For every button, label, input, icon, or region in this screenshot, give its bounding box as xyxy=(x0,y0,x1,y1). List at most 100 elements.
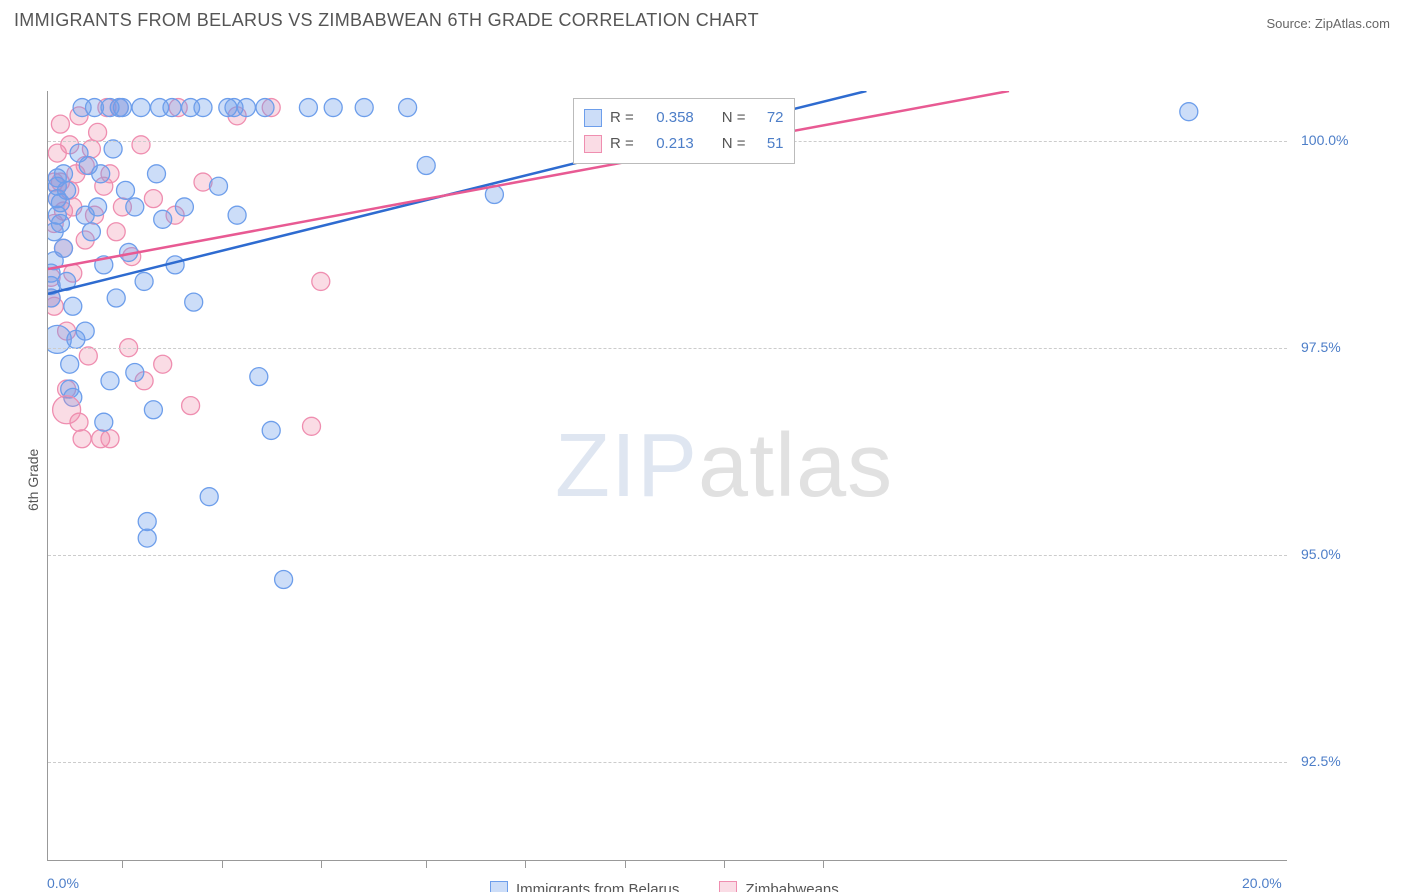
legend-swatch xyxy=(584,109,602,127)
data-point xyxy=(51,115,69,133)
x-minor-tick xyxy=(724,860,725,868)
data-point xyxy=(55,165,73,183)
source-name: ZipAtlas.com xyxy=(1315,16,1390,31)
y-tick-label: 97.5% xyxy=(1301,339,1341,355)
data-point xyxy=(51,214,69,232)
stats-row: R = 0.358 N = 72 xyxy=(584,105,784,131)
data-point xyxy=(126,364,144,382)
data-point xyxy=(95,413,113,431)
n-value: 72 xyxy=(754,105,784,131)
legend-swatch xyxy=(584,135,602,153)
data-point xyxy=(1180,103,1198,121)
data-point xyxy=(126,198,144,216)
data-point-large xyxy=(53,396,81,424)
r-value: 0.358 xyxy=(642,105,694,131)
gridline xyxy=(48,555,1287,556)
n-value: 51 xyxy=(754,131,784,157)
data-point xyxy=(256,99,274,117)
data-point xyxy=(163,99,181,117)
source-attribution: Source: ZipAtlas.com xyxy=(1266,16,1390,31)
n-label: N = xyxy=(722,105,746,131)
data-point xyxy=(117,181,135,199)
data-point xyxy=(299,99,317,117)
legend-label: Zimbabweans xyxy=(745,881,838,892)
data-point xyxy=(55,239,73,257)
data-point xyxy=(89,123,107,141)
data-point xyxy=(64,297,82,315)
data-point xyxy=(113,99,131,117)
x-minor-tick xyxy=(525,860,526,868)
x-minor-tick xyxy=(625,860,626,868)
data-point xyxy=(73,430,91,448)
x-minor-tick xyxy=(321,860,322,868)
n-label: N = xyxy=(722,131,746,157)
data-point xyxy=(61,355,79,373)
data-point xyxy=(101,430,119,448)
x-minor-tick xyxy=(222,860,223,868)
legend-item: Zimbabweans xyxy=(719,881,838,892)
legend-item: Immigrants from Belarus xyxy=(490,881,679,892)
data-point-large xyxy=(48,325,71,353)
legend-label: Immigrants from Belarus xyxy=(516,881,679,892)
legend-swatch xyxy=(719,881,737,892)
x-minor-tick xyxy=(426,860,427,868)
y-tick-label: 95.0% xyxy=(1301,546,1341,562)
data-point xyxy=(144,401,162,419)
data-point xyxy=(250,368,268,386)
legend-swatch xyxy=(490,881,508,892)
data-point xyxy=(138,513,156,531)
data-point xyxy=(275,570,293,588)
data-point xyxy=(92,165,110,183)
data-point xyxy=(312,272,330,290)
data-point xyxy=(58,181,76,199)
x-tick-label: 20.0% xyxy=(1242,875,1282,891)
data-point xyxy=(200,488,218,506)
data-point xyxy=(144,190,162,208)
data-point xyxy=(399,99,417,117)
data-point xyxy=(132,99,150,117)
data-point xyxy=(101,372,119,390)
data-point xyxy=(132,136,150,154)
data-point xyxy=(417,157,435,175)
data-point xyxy=(107,223,125,241)
data-point xyxy=(154,210,172,228)
data-point xyxy=(148,165,166,183)
x-minor-tick xyxy=(122,860,123,868)
data-point xyxy=(135,272,153,290)
trend-line xyxy=(48,91,1009,269)
chart-header: IMMIGRANTS FROM BELARUS VS ZIMBABWEAN 6T… xyxy=(0,0,1406,35)
y-tick-label: 92.5% xyxy=(1301,753,1341,769)
data-point xyxy=(185,293,203,311)
data-point xyxy=(79,347,97,365)
data-point xyxy=(175,198,193,216)
data-point xyxy=(154,355,172,373)
x-minor-tick xyxy=(823,860,824,868)
data-point xyxy=(107,289,125,307)
x-tick-label: 0.0% xyxy=(47,875,79,891)
data-point xyxy=(324,99,342,117)
source-prefix: Source: xyxy=(1266,16,1314,31)
gridline xyxy=(48,762,1287,763)
r-value: 0.213 xyxy=(642,131,694,157)
data-point xyxy=(89,198,107,216)
stats-row: R = 0.213 N = 51 xyxy=(584,131,784,157)
data-point xyxy=(303,417,321,435)
data-point xyxy=(104,140,122,158)
data-point xyxy=(76,322,94,340)
y-tick-label: 100.0% xyxy=(1301,132,1348,148)
chart-title: IMMIGRANTS FROM BELARUS VS ZIMBABWEAN 6T… xyxy=(14,10,759,31)
plot-area xyxy=(47,91,1287,861)
legend: Immigrants from Belarus Zimbabweans xyxy=(490,881,839,892)
chart-svg xyxy=(48,91,1288,861)
stats-box: R = 0.358 N = 72 R = 0.213 N = 51 xyxy=(573,98,795,164)
data-point xyxy=(237,99,255,117)
gridline xyxy=(48,348,1287,349)
r-label: R = xyxy=(610,105,634,131)
data-point xyxy=(355,99,373,117)
data-point xyxy=(262,421,280,439)
y-axis-label: 6th Grade xyxy=(25,449,41,511)
r-label: R = xyxy=(610,131,634,157)
data-point xyxy=(82,223,100,241)
data-point xyxy=(210,177,228,195)
data-point xyxy=(182,397,200,415)
